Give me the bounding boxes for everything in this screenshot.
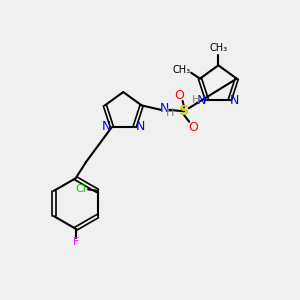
Text: CH₃: CH₃ (172, 65, 190, 75)
Text: O: O (174, 89, 184, 102)
Text: N: N (102, 121, 111, 134)
Text: N: N (160, 102, 169, 115)
Text: N: N (230, 94, 239, 107)
Text: Cl: Cl (76, 184, 87, 194)
Text: N: N (197, 94, 206, 107)
Text: H: H (191, 95, 200, 105)
Text: H: H (166, 108, 175, 118)
Text: F: F (73, 237, 79, 247)
Text: N: N (135, 121, 145, 134)
Text: CH₃: CH₃ (209, 44, 227, 53)
Text: S: S (179, 104, 189, 118)
Text: O: O (188, 121, 198, 134)
